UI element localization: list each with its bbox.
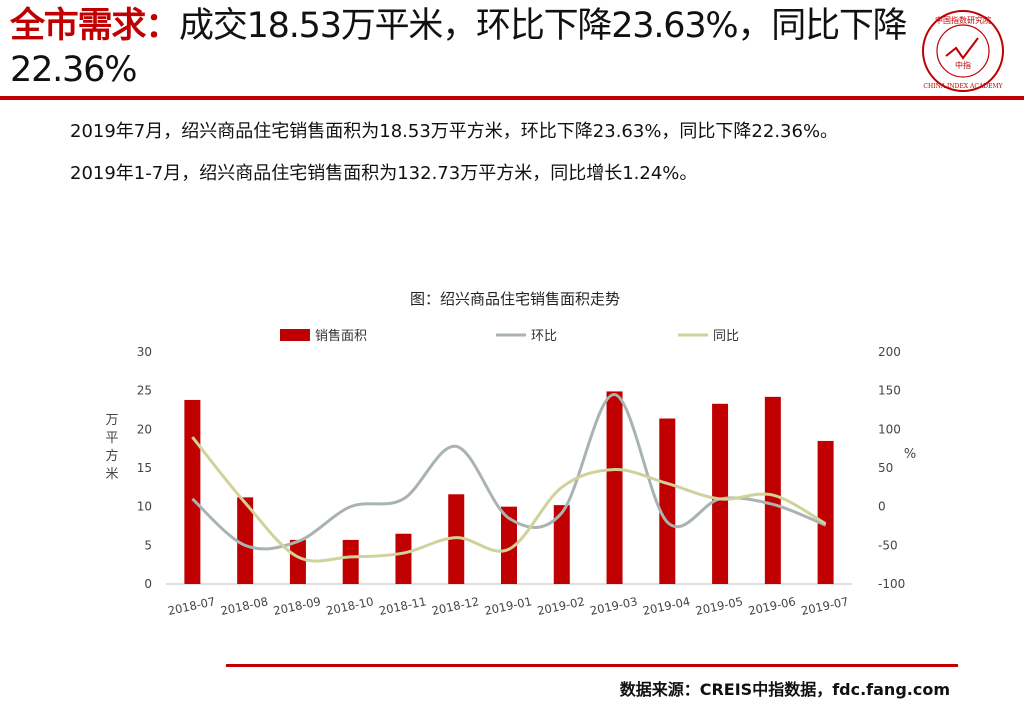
- bar-2019-01: [501, 506, 517, 584]
- line-series: [191, 393, 827, 563]
- chart-title: 图：绍兴商品住宅销售面积走势: [410, 290, 620, 308]
- x-tick-label: 2019-07: [800, 594, 850, 618]
- logo-chart-mark: [945, 37, 979, 60]
- bar-2018-11: [395, 533, 412, 584]
- legend-sales-area-label: 销售面积: [315, 328, 367, 344]
- sales-area-chart: 图：绍兴商品住宅销售面积走势 销售面积 环比 同比 0 5 10 15 20 25 30 -100…: [105, 290, 916, 618]
- y2-tick-label: -50: [878, 538, 898, 552]
- logo-center-text: 中指: [955, 60, 971, 70]
- x-tick-label: 2019-04: [642, 594, 692, 618]
- china-index-academy-logo: 中国指数研究院 CHINA INDEX ACADEMY 中指: [922, 10, 1004, 92]
- x-tick-label: 2018-12: [430, 594, 480, 618]
- y-tick-label: 0: [144, 577, 152, 591]
- y2-tick-label: 0: [878, 500, 886, 514]
- bar-2018-10: [342, 539, 359, 584]
- bar-2018-12: [448, 494, 465, 584]
- x-tick-label: 2019-05: [694, 594, 744, 618]
- logo-ring-text: CHINA INDEX ACADEMY: [923, 83, 1003, 90]
- bar-2019-02: [553, 505, 570, 584]
- source-rule: [226, 664, 958, 667]
- line-mom: [191, 393, 827, 551]
- y-tick-label: 20: [137, 422, 152, 436]
- bar-2019-03: [606, 391, 623, 584]
- x-tick-label: 2019-01: [483, 594, 533, 618]
- slide-title: 全市需求：成交18.53万平米，环比下降23.63%，同比下降22.36%: [10, 4, 915, 92]
- y-tick-label: 25: [137, 384, 152, 398]
- chart-legend: 销售面积 环比 同比: [280, 328, 739, 344]
- bar-2018-09: [289, 539, 306, 584]
- logo-top-text: 中国指数研究院: [935, 15, 991, 25]
- y2-tick-label: -100: [878, 577, 905, 591]
- paragraph-monthly: 2019年7月，绍兴商品住宅销售面积为18.53万平方米，环比下降23.63%，…: [70, 121, 839, 142]
- bar-2019-04: [659, 418, 676, 584]
- title-lead: 全市需求：: [10, 6, 180, 46]
- bar-2018-08: [237, 497, 254, 584]
- x-tick-label: 2018-10: [325, 594, 375, 618]
- y2-tick-label: 150: [878, 384, 901, 398]
- data-source: 数据来源：CREIS中指数据，fdc.fang.com: [619, 680, 950, 699]
- legend-mom-label: 环比: [531, 329, 557, 344]
- x-tick-label: 2018-09: [272, 594, 322, 618]
- paragraph-ytd: 2019年1-7月，绍兴商品住宅销售面积为132.73万平方米，同比增长1.24…: [70, 163, 698, 184]
- title-rest: 成交18.53万平米，环比下降23.63%，同比下降22.36%: [10, 6, 908, 90]
- line-yoy: [191, 436, 827, 563]
- x-tick-label: 2018-11: [378, 594, 428, 618]
- y2-tick-label: 100: [878, 422, 901, 436]
- bar-2019-06: [764, 396, 781, 584]
- y2-tick-label: 200: [878, 345, 901, 359]
- x-tick-label: 2019-06: [747, 594, 797, 618]
- x-tick-label: 2019-02: [536, 594, 586, 618]
- y-tick-label: 10: [137, 500, 152, 514]
- y-tick-label: 30: [137, 345, 152, 359]
- x-tick-label: 2019-03: [589, 594, 639, 618]
- y2-tick-label: 50: [878, 461, 893, 475]
- title-rule: [0, 96, 1024, 100]
- bar-series-sales-area: [184, 391, 834, 584]
- bar-2018-07: [184, 399, 201, 584]
- y-tick-label: 15: [137, 461, 152, 475]
- y2-axis-label: %: [904, 447, 916, 462]
- bar-2019-07: [817, 440, 834, 584]
- legend-yoy-label: 同比: [713, 329, 739, 344]
- y-tick-label: 5: [144, 538, 152, 552]
- bar-2019-05: [712, 403, 729, 584]
- body-text: 2019年7月，绍兴商品住宅销售面积为18.53万平方米，环比下降23.63%，…: [12, 112, 1002, 194]
- legend-sales-area-swatch: [280, 329, 310, 341]
- x-tick-label: 2018-07: [167, 594, 217, 618]
- x-tick-label: 2018-08: [219, 594, 269, 618]
- y-axis-label: 万平方米: [105, 413, 118, 482]
